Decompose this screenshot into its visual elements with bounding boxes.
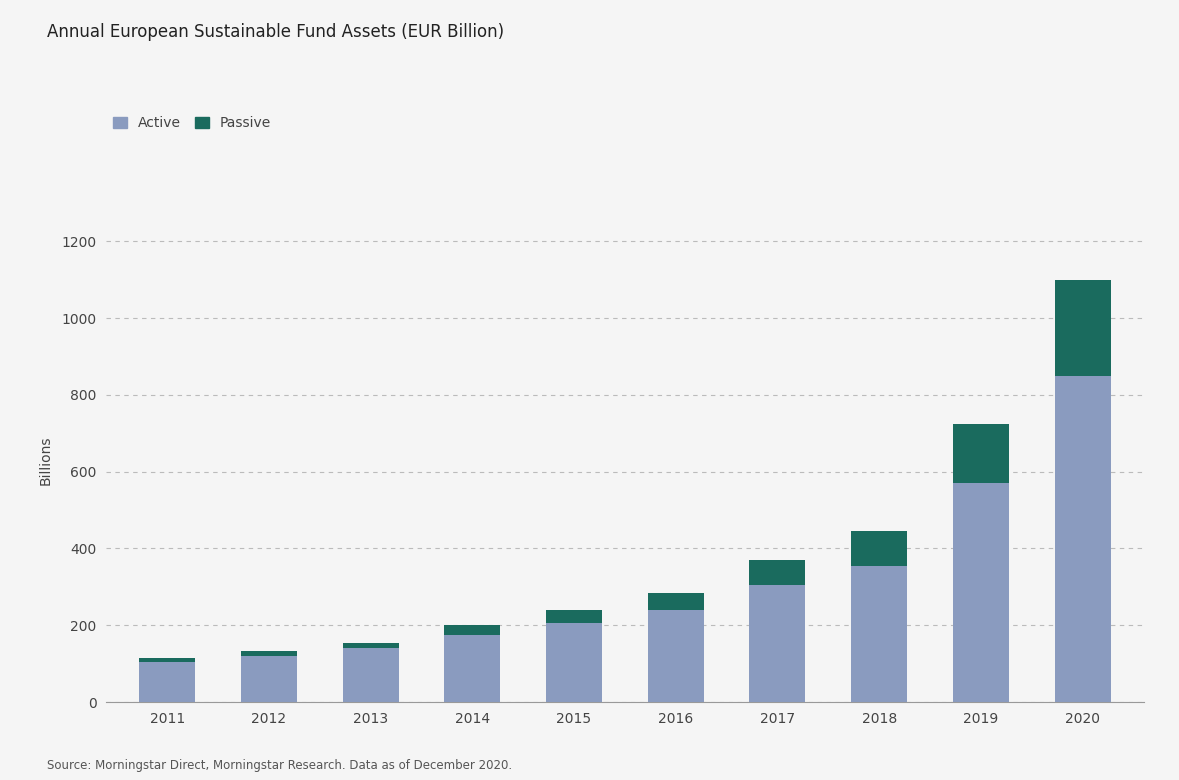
Bar (343, 648, 399, 702)
Bar (444, 635, 500, 702)
Y-axis label: Billions: Billions (39, 435, 53, 485)
Bar (546, 623, 602, 702)
Bar (241, 651, 297, 656)
Bar (139, 658, 195, 661)
Bar (953, 484, 1009, 702)
Text: Source: Morningstar Direct, Morningstar Research. Data as of December 2020.: Source: Morningstar Direct, Morningstar … (47, 759, 513, 772)
Bar (139, 661, 195, 702)
Bar (241, 656, 297, 702)
Text: Annual European Sustainable Fund Assets (EUR Billion): Annual European Sustainable Fund Assets … (47, 23, 505, 41)
Bar (647, 610, 704, 702)
Bar (750, 585, 805, 702)
Bar (444, 626, 500, 635)
Bar (1055, 280, 1111, 376)
Bar (953, 424, 1009, 484)
Bar (546, 610, 602, 623)
Bar (1055, 376, 1111, 702)
Legend: Active, Passive: Active, Passive (113, 116, 271, 130)
Bar (750, 560, 805, 585)
Bar (851, 566, 907, 702)
Bar (343, 643, 399, 648)
Bar (851, 531, 907, 566)
Bar (647, 593, 704, 610)
